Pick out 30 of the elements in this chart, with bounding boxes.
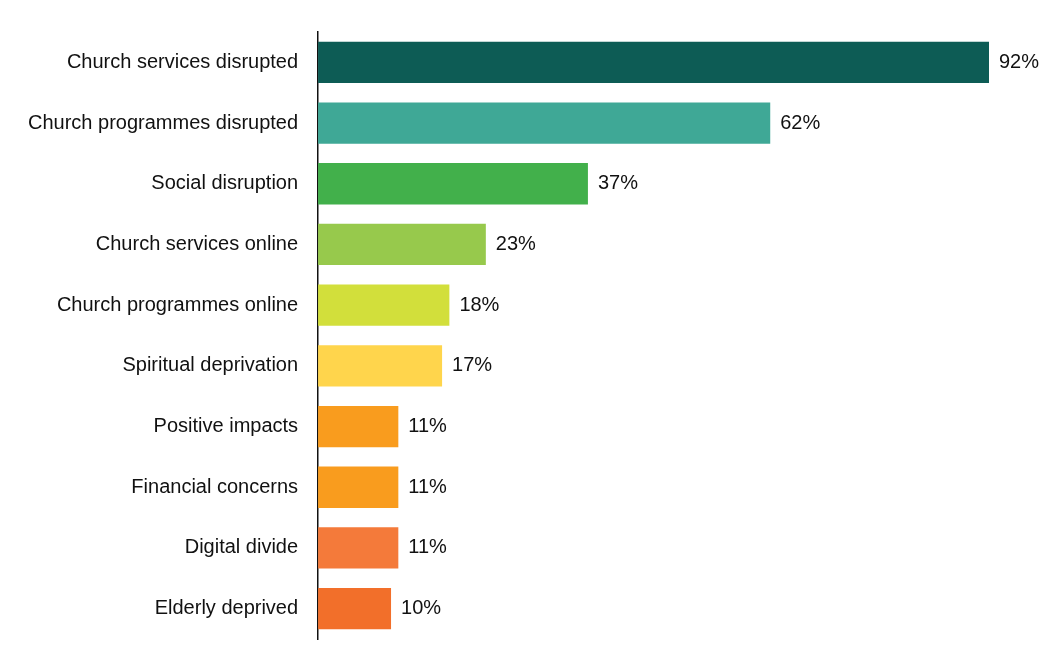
data-label: 37% <box>597 171 639 194</box>
data-label: 10% <box>401 596 442 619</box>
y-tick-label: Spiritual deprivation <box>122 353 299 376</box>
bar <box>318 41 989 83</box>
bar <box>318 102 771 144</box>
bar <box>318 284 450 326</box>
bar <box>318 345 443 387</box>
bar <box>318 466 399 508</box>
y-tick-label: Digital divide <box>184 535 299 558</box>
bar <box>318 223 486 266</box>
y-tick-label: Church programmes online <box>56 292 299 315</box>
data-label: 18% <box>459 292 500 315</box>
y-tick-label: Church services online <box>95 231 299 254</box>
bar <box>318 163 588 205</box>
data-label: 17% <box>452 353 493 376</box>
data-label: 92% <box>999 49 1040 72</box>
y-tick-label: Elderly deprived <box>154 596 299 619</box>
y-tick-label: Financial concerns <box>131 474 299 497</box>
bar <box>318 588 392 630</box>
bar <box>318 527 399 569</box>
bar <box>318 405 399 448</box>
data-label: 11% <box>408 474 448 497</box>
data-label: 11% <box>408 414 448 437</box>
data-label: 62% <box>780 110 821 133</box>
y-tick-label: Church services disrupted <box>66 49 299 72</box>
y-tick-label: Social disruption <box>151 171 299 194</box>
y-tick-label: Positive impacts <box>153 414 299 437</box>
y-tick-label: Church programmes disrupted <box>27 110 299 133</box>
data-label: 23% <box>495 231 537 254</box>
data-label: 11% <box>408 535 448 558</box>
